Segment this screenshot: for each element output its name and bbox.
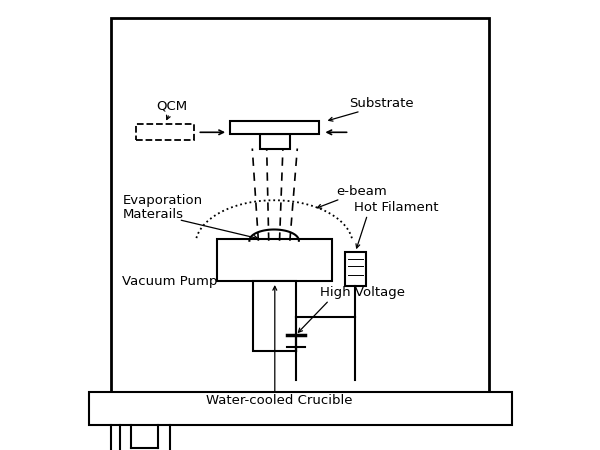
Text: Materails: Materails [122, 207, 183, 220]
Text: Hot Filament: Hot Filament [354, 201, 439, 214]
Text: Vacuum Pump: Vacuum Pump [122, 275, 218, 288]
Text: Water-cooled Crucible: Water-cooled Crucible [206, 394, 353, 407]
Text: Substrate: Substrate [349, 97, 414, 110]
Text: e-beam: e-beam [336, 185, 387, 198]
Bar [253, 281, 296, 351]
Text: High Voltage: High Voltage [320, 286, 405, 299]
Bar [230, 121, 319, 134]
Bar [345, 252, 366, 286]
Text: QCM: QCM [156, 99, 187, 112]
Bar [89, 392, 511, 425]
Bar [111, 18, 489, 405]
Bar [217, 238, 331, 281]
Text: Evaporation: Evaporation [122, 194, 202, 207]
Bar [136, 124, 194, 140]
Bar [260, 134, 290, 148]
